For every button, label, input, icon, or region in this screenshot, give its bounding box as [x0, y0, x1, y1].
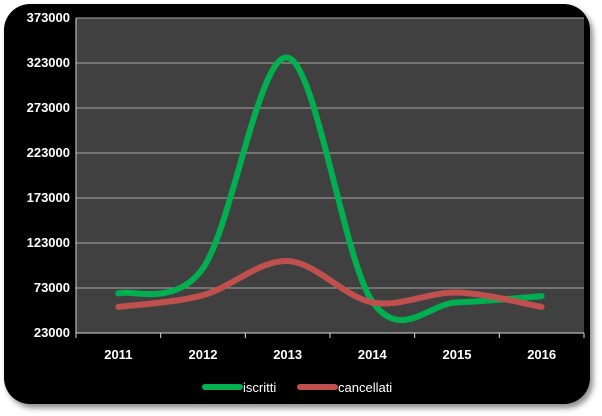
x-tick-label: 2016 [527, 347, 556, 362]
legend-label-iscritti: iscritti [243, 380, 276, 395]
y-axis-tick-labels: 23000 73000 123000 173000 223000 273000 323000… [27, 10, 70, 340]
x-tick-label: 2013 [273, 347, 302, 362]
x-tick-label: 2012 [189, 347, 218, 362]
y-tick-label: 223000 [27, 145, 70, 160]
gridlines [76, 17, 584, 289]
y-tick-label: 373000 [27, 10, 70, 25]
y-tick-label: 323000 [27, 55, 70, 70]
x-axis-tick-labels: 2011 2012 2013 2014 2015 2016 [104, 347, 556, 362]
series-lines [115, 54, 545, 324]
x-tick-label: 2014 [358, 347, 388, 362]
axes [75, 18, 585, 338]
y-tick-label: 123000 [27, 235, 70, 250]
legend: iscritti cancellati [202, 380, 392, 395]
legend-label-cancellati: cancellati [338, 380, 392, 395]
y-tick-label: 73000 [34, 280, 70, 295]
y-tick-label: 173000 [27, 190, 70, 205]
x-tick-label: 2011 [104, 347, 132, 362]
series-line-cancellati [115, 257, 545, 310]
y-tick-label: 273000 [27, 100, 70, 115]
x-tick-label: 2015 [443, 347, 472, 362]
y-tick-label: 23000 [34, 325, 70, 340]
